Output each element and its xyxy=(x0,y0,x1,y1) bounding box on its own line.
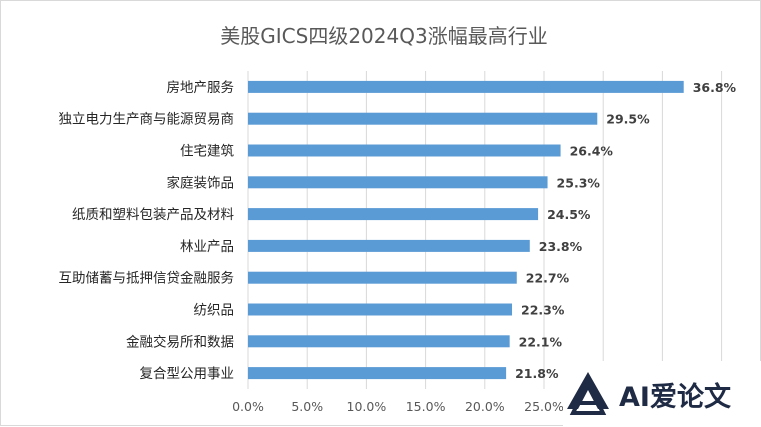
data-label: 25.3% xyxy=(557,175,601,190)
chart-title: 美股GICS四级2024Q3涨幅最高行业 xyxy=(220,24,547,48)
category-label: 独立电力生产商与能源贸易商 xyxy=(59,112,235,128)
bar xyxy=(248,335,510,348)
x-tick-label: 25.0% xyxy=(524,399,564,414)
category-label: 家庭装饰品 xyxy=(167,174,235,191)
bar xyxy=(248,208,539,221)
x-tick-labels: 0.0% 5.0% 10.0% 15.0% 20.0% 25.0% xyxy=(232,399,564,414)
x-tick-label: 20.0% xyxy=(465,399,505,414)
category-label: 住宅建筑 xyxy=(180,144,234,160)
data-label: 23.8% xyxy=(539,239,583,254)
category-labels: 房地产服务独立电力生产商与能源贸易商住宅建筑家庭装饰品纸质和塑料包装产品及材料林… xyxy=(59,80,235,382)
bar xyxy=(248,367,507,380)
data-label: 22.1% xyxy=(519,334,563,349)
bars xyxy=(248,80,684,380)
data-label: 36.8% xyxy=(693,80,737,95)
watermark-text: AI爱论文 xyxy=(619,381,731,413)
bar xyxy=(248,144,561,157)
data-label: 26.4% xyxy=(570,144,614,159)
category-label: 复合型公用事业 xyxy=(140,365,235,382)
category-label: 纺织品 xyxy=(194,303,235,319)
bar xyxy=(248,112,598,125)
bar xyxy=(248,303,513,316)
bar xyxy=(248,176,548,189)
data-label: 22.7% xyxy=(526,271,570,286)
x-tick-label: 5.0% xyxy=(291,399,323,414)
data-label: 24.5% xyxy=(547,207,591,222)
x-tick-label: 10.0% xyxy=(347,399,387,414)
ai-logo-icon xyxy=(567,372,609,415)
bar xyxy=(248,80,684,93)
category-label: 房地产服务 xyxy=(167,80,235,96)
category-label: 互助储蓄与抵押信贷金融服务 xyxy=(59,271,235,287)
x-tick-label: 15.0% xyxy=(406,399,446,414)
data-label: 29.5% xyxy=(606,112,650,127)
bar xyxy=(248,239,530,252)
data-label: 22.3% xyxy=(521,303,565,318)
category-label: 林业产品 xyxy=(180,239,234,255)
data-label: 21.8% xyxy=(515,366,559,381)
watermark: AI爱论文 xyxy=(563,361,761,427)
category-label: 纸质和塑料包装产品及材料 xyxy=(72,207,234,223)
bar xyxy=(248,271,517,284)
data-labels: 36.8% 29.5% 26.4% 25.3% 24.5% 23.8% 22.7% 22.3%… xyxy=(515,80,736,381)
category-label: 金融交易所和数据 xyxy=(126,333,234,350)
x-tick-label: 0.0% xyxy=(232,399,264,414)
